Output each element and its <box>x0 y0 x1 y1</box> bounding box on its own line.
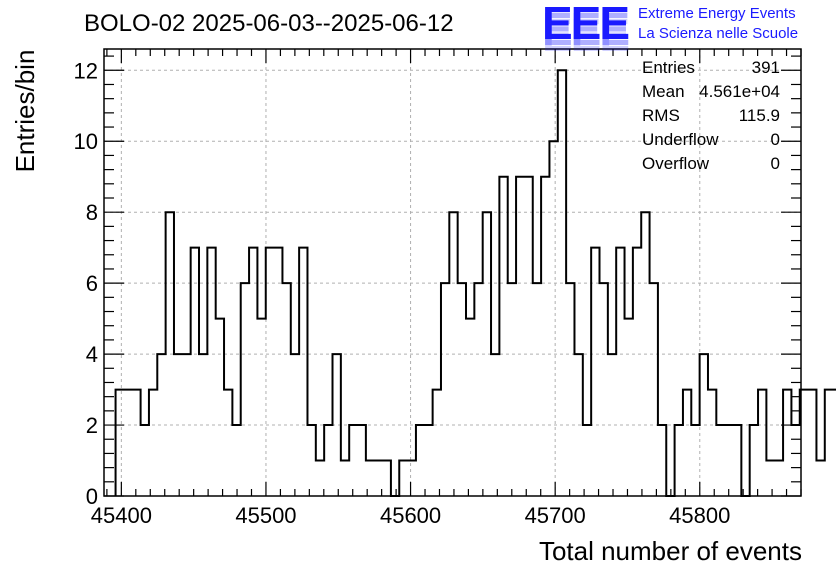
stat-value: 0 <box>770 130 780 149</box>
x-tick-label: 45600 <box>380 503 441 528</box>
stat-value: 4.561e+04 <box>699 82 780 101</box>
logo-line-1: Extreme Energy Events <box>638 5 796 22</box>
stat-value: 391 <box>751 58 780 77</box>
x-tick-label: 45800 <box>669 503 730 528</box>
histogram-line <box>114 69 836 497</box>
stat-label: Underflow <box>642 130 719 149</box>
x-axis-label: Total number of events <box>538 536 802 566</box>
x-tick-label: 45400 <box>91 503 152 528</box>
stat-row-entries: Entries 391 <box>642 58 780 82</box>
stat-row-rms: RMS 115.9 <box>642 106 780 130</box>
stats-box: Entries 391 Mean 4.561e+04 RMS 115.9 Und… <box>642 58 780 178</box>
stat-label: Overflow <box>642 154 710 173</box>
x-tick-label: 45500 <box>235 503 296 528</box>
eee-logo-mark: EEE <box>542 0 630 49</box>
y-axis-label: Entries/bin <box>10 49 40 173</box>
stat-row-underflow: Underflow 0 <box>642 130 780 154</box>
plot-frame <box>103 48 802 497</box>
y-tick-label: 6 <box>86 271 98 296</box>
grid-lines <box>104 49 801 496</box>
y-tick-label: 2 <box>86 413 98 438</box>
stat-label: RMS <box>642 106 680 125</box>
y-tick-label: 12 <box>74 58 98 83</box>
logo-line-2: La Scienza nelle Scuole <box>638 25 799 42</box>
stat-row-overflow: Overflow 0 <box>642 154 780 178</box>
chart-title: BOLO-02 2025-06-03--2025-06-12 <box>84 10 454 37</box>
y-tick-label: 0 <box>86 484 98 509</box>
tick-labels: 45400 45500 45600 45700 45800 0 2 4 6 8 10 12 <box>74 58 731 528</box>
stat-value: 0 <box>770 154 780 173</box>
stat-label: Entries <box>642 58 695 77</box>
y-tick-label: 4 <box>86 342 98 367</box>
y-tick-label: 10 <box>74 129 98 154</box>
stat-row-mean: Mean 4.561e+04 <box>642 82 780 106</box>
stat-label: Mean <box>642 82 685 101</box>
stat-value: 115.9 <box>738 106 780 125</box>
y-tick-label: 8 <box>86 200 98 225</box>
x-tick-label: 45700 <box>525 503 586 528</box>
